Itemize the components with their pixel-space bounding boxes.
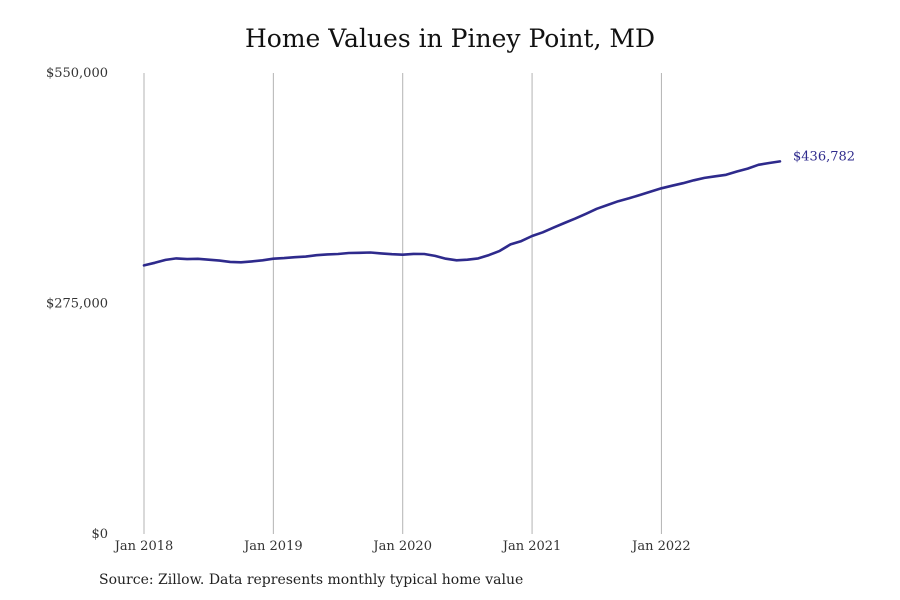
data-point bbox=[348, 252, 349, 253]
data-point bbox=[402, 254, 403, 255]
data-point bbox=[682, 183, 683, 184]
data-point bbox=[284, 258, 285, 259]
data-point bbox=[607, 204, 608, 205]
data-point bbox=[532, 235, 533, 236]
x-tick-label: Jan 2018 bbox=[113, 539, 174, 554]
data-point bbox=[650, 191, 651, 192]
data-point bbox=[424, 253, 425, 254]
data-point bbox=[327, 254, 328, 255]
data-point bbox=[779, 161, 780, 162]
home-value-line bbox=[142, 160, 782, 267]
data-point bbox=[230, 261, 231, 262]
y-tick-label: $275,000 bbox=[46, 297, 108, 312]
data-point bbox=[262, 260, 263, 261]
data-point bbox=[294, 257, 295, 258]
data-point bbox=[208, 259, 209, 260]
x-tick-label: Jan 2022 bbox=[630, 539, 691, 554]
data-point bbox=[143, 265, 144, 266]
data-point bbox=[435, 255, 436, 256]
data-point bbox=[758, 164, 759, 165]
data-point bbox=[187, 259, 188, 260]
data-point bbox=[693, 180, 694, 181]
data-point bbox=[316, 255, 317, 256]
data-point bbox=[240, 262, 241, 263]
data-point bbox=[736, 171, 737, 172]
x-tick-label: Jan 2021 bbox=[501, 539, 562, 554]
data-point bbox=[661, 188, 662, 189]
gridlines bbox=[143, 73, 662, 534]
data-point bbox=[219, 260, 220, 261]
end-value-label: $436,782 bbox=[793, 149, 855, 164]
data-point bbox=[273, 258, 274, 259]
data-point bbox=[499, 250, 500, 251]
x-tick-label: Jan 2020 bbox=[371, 539, 432, 554]
data-point bbox=[197, 258, 198, 259]
data-point bbox=[769, 162, 770, 163]
data-point bbox=[467, 259, 468, 260]
data-point bbox=[154, 262, 155, 263]
data-point bbox=[478, 258, 479, 259]
y-tick-label: $0 bbox=[91, 527, 108, 542]
data-point bbox=[337, 253, 338, 254]
data-point bbox=[176, 258, 177, 259]
data-point bbox=[251, 261, 252, 262]
data-point bbox=[456, 260, 457, 261]
data-point bbox=[629, 198, 630, 199]
data-point bbox=[305, 256, 306, 257]
y-axis-tick-labels: $0 $275,000 $550,000 bbox=[46, 66, 108, 542]
data-point bbox=[618, 201, 619, 202]
data-point bbox=[381, 253, 382, 254]
data-point bbox=[704, 177, 705, 178]
data-point bbox=[564, 222, 565, 223]
y-tick-label: $550,000 bbox=[46, 66, 108, 81]
chart-title: Home Values in Piney Point, MD bbox=[245, 24, 655, 53]
data-point bbox=[575, 218, 576, 219]
data-point bbox=[445, 258, 446, 259]
data-point bbox=[488, 255, 489, 256]
data-point bbox=[165, 259, 166, 260]
data-point bbox=[672, 185, 673, 186]
data-point bbox=[596, 208, 597, 209]
data-point bbox=[585, 213, 586, 214]
source-note: Source: Zillow. Data represents monthly … bbox=[99, 572, 524, 588]
data-point bbox=[413, 253, 414, 254]
data-point bbox=[521, 241, 522, 242]
data-point bbox=[542, 232, 543, 233]
series-layer: $436,782 bbox=[142, 149, 855, 267]
data-point bbox=[747, 168, 748, 169]
data-point bbox=[391, 254, 392, 255]
data-point bbox=[726, 174, 727, 175]
x-axis-tick-labels: Jan 2018 Jan 2019 Jan 2020 Jan 2021 Jan 2022 bbox=[113, 539, 691, 554]
data-point bbox=[639, 194, 640, 195]
data-point bbox=[370, 252, 371, 253]
x-tick-label: Jan 2019 bbox=[242, 539, 303, 554]
data-point bbox=[510, 244, 511, 245]
data-point bbox=[553, 227, 554, 228]
data-point bbox=[715, 176, 716, 177]
data-point bbox=[359, 252, 360, 253]
